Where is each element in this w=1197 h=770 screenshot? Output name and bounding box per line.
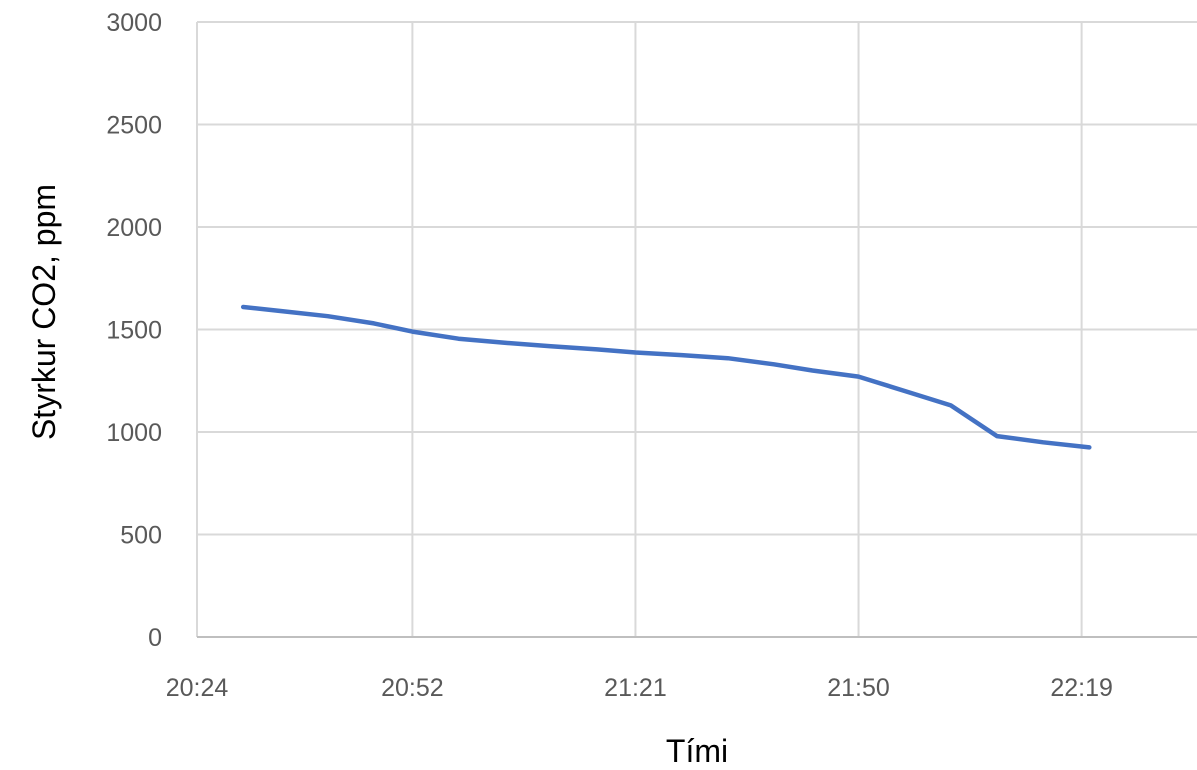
y-tick-label: 500 <box>120 522 162 550</box>
y-tick-label: 0 <box>148 624 162 652</box>
x-axis-title: Tími <box>666 733 728 769</box>
y-axis-title: Styrkur CO2, ppm <box>26 184 62 440</box>
y-tick-label: 1000 <box>106 419 162 447</box>
y-tick-label: 1500 <box>106 317 162 345</box>
x-tick-label: 20:52 <box>381 674 444 702</box>
series-layer <box>240 304 1092 450</box>
y-tick-label: 2500 <box>106 112 162 140</box>
y-axis-tick-labels: 0 500 1000 1500 2000 2500 3000 <box>106 9 162 652</box>
x-axis-tick-labels: 20:24 20:52 21:21 21:50 22:19 <box>166 674 1113 702</box>
x-tick-label: 21:21 <box>604 674 667 702</box>
y-tick-label: 2000 <box>106 214 162 242</box>
x-tick-label: 20:24 <box>166 674 229 702</box>
x-tick-label: 21:50 <box>827 674 890 702</box>
co2-series-line <box>240 304 1092 450</box>
y-tick-label: 3000 <box>106 9 162 37</box>
gridlines <box>196 21 1197 638</box>
x-tick-label: 22:19 <box>1050 674 1113 702</box>
